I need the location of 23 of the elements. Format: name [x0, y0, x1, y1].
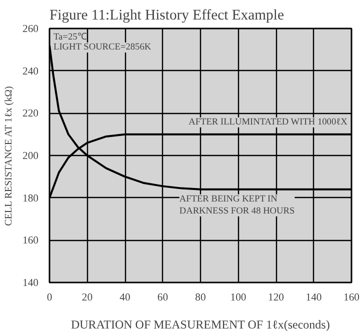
annotation: LIGHT SOURCE=2856K — [54, 42, 152, 52]
y-tick-label: 260 — [22, 24, 38, 35]
y-axis-title: CELL RESISTANCE AT 1ℓx (kΩ) — [4, 86, 15, 226]
y-tick-label: 160 — [22, 236, 38, 247]
x-tick-label: 60 — [157, 292, 168, 304]
x-tick-label: 140 — [306, 292, 322, 304]
y-tick-label: 140 — [22, 278, 38, 289]
chart-title: Figure 11:Light History Effect Example — [50, 8, 284, 24]
y-tick-label: 240 — [22, 66, 38, 78]
x-tick-label: 0 — [46, 292, 52, 304]
x-tick-label: 120 — [268, 292, 284, 304]
y-tick-label: 220 — [22, 108, 38, 120]
series-label: AFTER BEING KEPT IN DARKNESS FOR 48 HOURS — [179, 194, 295, 216]
x-tick-label: 100 — [230, 292, 246, 304]
series-label: AFTER ILLUMINTATED WITH 1000ℓX — [188, 117, 348, 128]
y-tick-label: 180 — [22, 193, 38, 204]
x-tick-label: 40 — [120, 292, 130, 304]
x-tick-label: 80 — [195, 292, 206, 304]
x-axis-title: DURATION OF MEASUREMENT OF 1ℓx(seconds) — [70, 318, 330, 332]
annotation: Ta=25℃ — [54, 32, 88, 42]
x-tick-label: 160 — [344, 292, 360, 304]
y-tick-label: 200 — [22, 151, 38, 162]
x-tick-label: 20 — [82, 292, 93, 304]
